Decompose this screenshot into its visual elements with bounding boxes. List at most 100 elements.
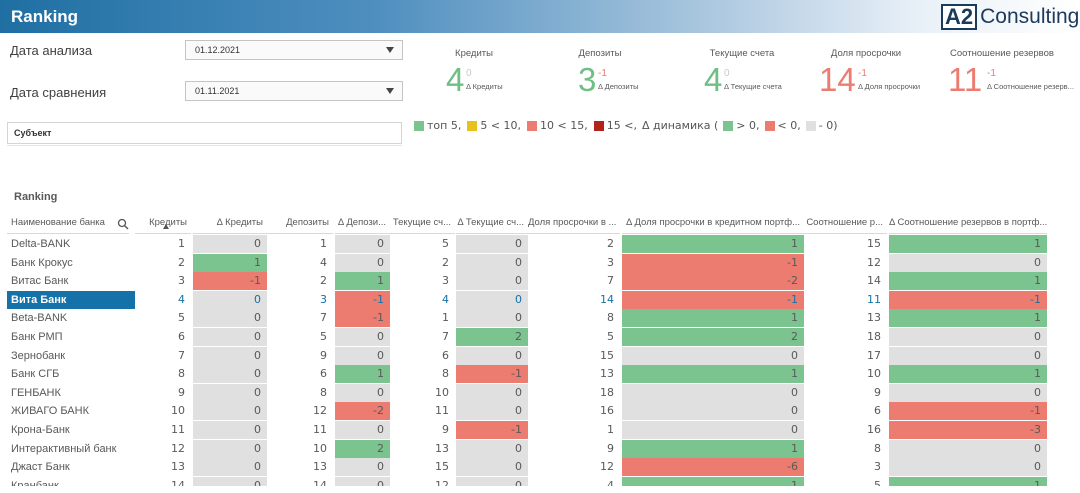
rank-cell: 14: [171, 478, 185, 486]
kpi-value: 11: [948, 61, 983, 98]
rank-cell: 15: [435, 460, 449, 474]
delta-cell: -3: [889, 421, 1047, 439]
compare-date-select[interactable]: 01.11.2021: [185, 81, 403, 101]
column-header[interactable]: Δ Соотношение резервов в портф...: [889, 210, 1047, 234]
color-legend: топ 5, 5 < 10, 10 < 15, 15 <, Δ динамика…: [412, 119, 838, 132]
delta-cell: -1: [889, 290, 1047, 309]
rank-cell: 14: [313, 478, 327, 486]
column-header[interactable]: Доля просрочки в ...: [528, 210, 620, 234]
rank-cell: 5: [442, 237, 449, 250]
bank-name-cell[interactable]: Банк Крокус: [11, 256, 73, 269]
legend-15: 15 <,: [606, 119, 637, 132]
rank-cell: 2: [178, 255, 185, 269]
delta-cell: 1: [889, 476, 1047, 486]
bank-name-cell[interactable]: Delta-BANK: [11, 238, 71, 250]
column-header[interactable]: Δ Кредиты: [193, 210, 267, 234]
rank-cell: 10: [867, 367, 881, 381]
rank-cell: 9: [607, 441, 614, 455]
column-header[interactable]: Текущие сч...: [390, 210, 455, 234]
delta-cell: 0: [889, 346, 1047, 365]
bank-name-cell[interactable]: Вита Банк: [7, 290, 135, 309]
rank-cell: 9: [320, 348, 327, 362]
rank-cell: 14: [600, 292, 614, 306]
legend-10-15: 10 < 15,: [540, 119, 588, 132]
rank-cell: 12: [600, 460, 614, 474]
rank-cell: 11: [313, 423, 327, 436]
rank-cell: 9: [178, 385, 185, 399]
legend-positive: > 0,: [736, 119, 760, 132]
delta-cell: 0: [193, 328, 267, 346]
rank-cell: 10: [435, 385, 449, 399]
bank-name-cell[interactable]: Beta-BANK: [11, 312, 68, 325]
rank-cell: 13: [435, 441, 449, 455]
bank-name-cell[interactable]: Крона-Банк: [11, 424, 70, 436]
subject-filter[interactable]: Субъект: [7, 122, 402, 144]
delta-cell: 1: [889, 365, 1047, 384]
rank-cell: 12: [867, 255, 881, 269]
search-icon[interactable]: [117, 217, 129, 230]
column-header[interactable]: Δ Текущие сч...: [456, 210, 528, 234]
column-header[interactable]: Δ Депози...: [335, 210, 390, 234]
bank-name-cell[interactable]: Банк СГБ: [11, 368, 60, 381]
delta-cell: 0: [622, 402, 804, 421]
delta-cell: 1: [889, 235, 1047, 253]
rank-cell: 6: [178, 330, 185, 343]
delta-cell: 0: [456, 253, 528, 272]
rank-cell: 10: [171, 404, 185, 418]
delta-cell: -1: [456, 365, 528, 384]
rank-cell: 4: [320, 255, 327, 269]
bank-name-cell[interactable]: Джаст Банк: [11, 461, 70, 474]
rank-cell: 4: [607, 478, 614, 486]
app-title: Ranking: [11, 7, 79, 26]
rank-cell: 3: [607, 255, 614, 269]
kpi-delta-label: Δ Текущие счета: [724, 82, 782, 91]
bank-name-cell[interactable]: Зернобанк: [11, 349, 66, 362]
bank-name-cell[interactable]: ГЕНБАНК: [11, 386, 61, 399]
delta-cell: -1: [456, 421, 528, 439]
compare-date-label: Дата сравнения: [10, 85, 107, 100]
rank-cell: 3: [874, 460, 881, 474]
bank-name-cell[interactable]: Банк РМП: [11, 331, 63, 343]
bank-name-cell[interactable]: ЖИВАГО БАНК: [11, 405, 89, 418]
column-header[interactable]: Кредиты: [135, 210, 191, 234]
rank-cell: 13: [600, 367, 614, 381]
delta-cell: 0: [456, 290, 528, 309]
delta-cell: 0: [622, 421, 804, 439]
rank-cell: 14: [867, 274, 881, 288]
column-header[interactable]: Соотношение р...: [804, 210, 887, 234]
delta-cell: 0: [193, 402, 267, 421]
logo-mark: A2: [941, 4, 978, 30]
bank-name-cell[interactable]: Витас Банк: [11, 275, 69, 288]
kpi-delta: -1: [598, 68, 607, 79]
rank-cell: 16: [600, 404, 614, 418]
delta-cell: 0: [193, 290, 267, 309]
legend-swatch-green: [414, 120, 424, 131]
rank-cell: 9: [442, 423, 449, 436]
rank-cell: 15: [867, 237, 881, 250]
delta-cell: 1: [335, 365, 390, 384]
bank-name-cell[interactable]: Кранбанк: [11, 479, 59, 486]
ranking-table: Наименование банка Кредиты Δ Кредиты Депози…: [7, 210, 1073, 486]
delta-cell: 0: [456, 402, 528, 421]
column-header[interactable]: Δ Доля просрочки в кредитном портф...: [622, 210, 804, 234]
analysis-date-select[interactable]: 01.12.2021: [185, 40, 403, 60]
bank-name-cell[interactable]: Интерактивный банк: [11, 442, 117, 455]
delta-cell: -2: [622, 272, 804, 291]
kpi-title: Соотношение резервов: [950, 48, 1054, 59]
analysis-date-label: Дата анализа: [10, 43, 93, 58]
rank-cell: 12: [435, 478, 449, 486]
rank-cell: 6: [442, 348, 449, 362]
analysis-date-value: 01.12.2021: [195, 45, 241, 55]
rank-cell: 1: [442, 311, 449, 325]
kpi-card: Доля просрочки 14 -1 Δ Доля просрочки: [800, 48, 932, 108]
app-header: Ranking A2 Consulting: [0, 0, 1080, 33]
rank-cell: 15: [600, 348, 614, 362]
rank-cell: 17: [867, 348, 881, 362]
column-header-bank-name[interactable]: Наименование банка: [7, 210, 129, 234]
delta-cell: 0: [456, 309, 528, 328]
kpi-delta: -1: [987, 68, 996, 79]
column-header[interactable]: Депозиты: [267, 210, 333, 234]
delta-cell: 2: [622, 328, 804, 346]
kpi-title: Доля просрочки: [830, 48, 902, 59]
delta-cell: 0: [456, 346, 528, 365]
